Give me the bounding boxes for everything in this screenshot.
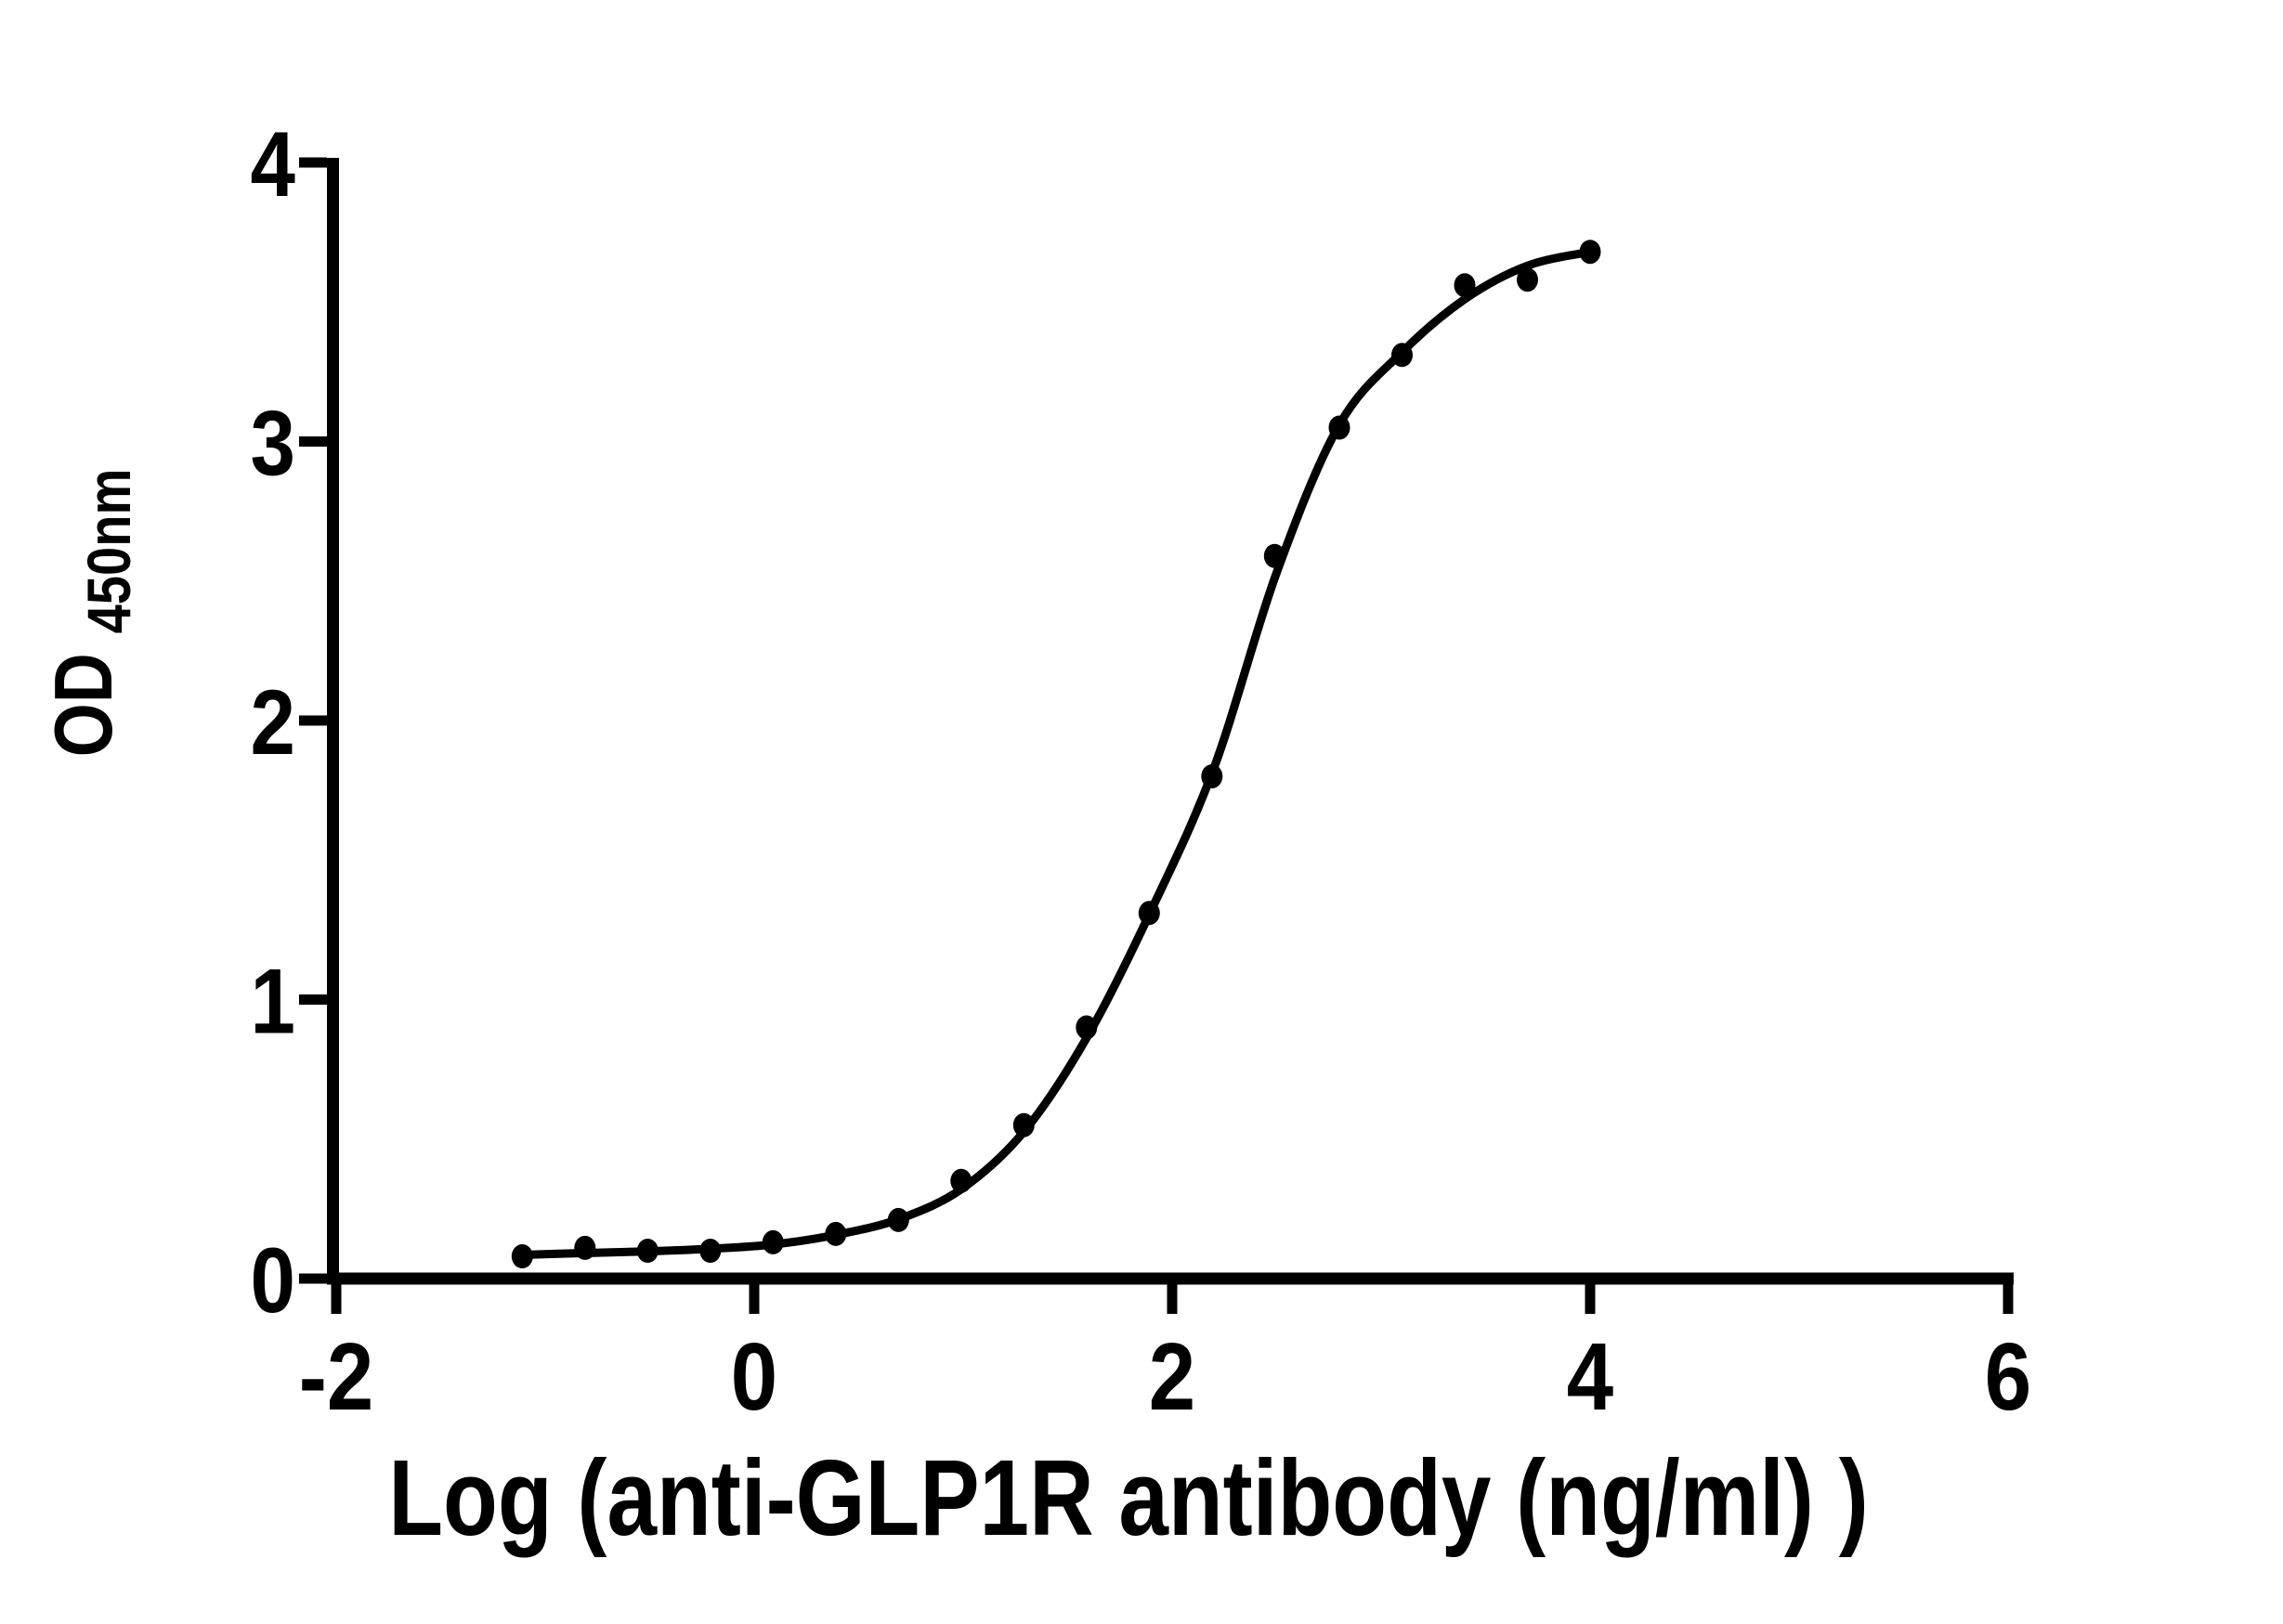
data-point (950, 1168, 972, 1193)
y-tick (299, 1273, 327, 1284)
y-axis-line (327, 158, 339, 1285)
data-point (1454, 273, 1476, 298)
y-tick (299, 715, 327, 726)
x-tick (2003, 1284, 2014, 1314)
x-tick-label: -2 (299, 1323, 374, 1431)
data-point (1517, 267, 1538, 292)
y-tick (299, 157, 327, 168)
data-point (1201, 764, 1223, 789)
data-points-layer (511, 240, 1601, 1268)
data-point (1391, 343, 1413, 368)
y-tick-label: 0 (251, 1229, 295, 1332)
x-tick-label: 6 (1985, 1323, 2031, 1431)
fit-curve-layer (517, 247, 1595, 1259)
y-tick-label: 1 (251, 950, 295, 1052)
y-axis-title-subscript: 450nm (75, 469, 143, 634)
y-axis-title: OD 450nm (38, 469, 143, 758)
data-point (636, 1239, 659, 1263)
x-axis-title: Log (anti-GLP1R antibody (ng/ml) ) (388, 1438, 1869, 1558)
x-tick (331, 1284, 342, 1314)
data-point (1328, 415, 1350, 440)
y-tick-label: 2 (251, 671, 295, 773)
y-tick-label: 3 (251, 392, 295, 494)
data-point (1012, 1112, 1035, 1137)
data-point (1076, 1015, 1098, 1040)
y-tick (299, 994, 327, 1005)
data-point (511, 1244, 533, 1268)
y-axis-title-main: OD (38, 653, 129, 757)
data-point (762, 1229, 784, 1254)
y-tick-label: 4 (251, 113, 296, 215)
y-tick (299, 436, 327, 447)
x-axis-line (327, 1272, 2014, 1285)
data-point (1263, 543, 1285, 568)
data-point (1138, 901, 1160, 926)
fit-curve (517, 247, 1595, 1259)
x-tick (1167, 1284, 1178, 1314)
data-point (1579, 240, 1601, 265)
data-point (825, 1221, 847, 1246)
data-point (887, 1207, 909, 1232)
data-point (699, 1239, 722, 1263)
x-tick-label: 4 (1567, 1323, 1613, 1431)
x-tick (749, 1284, 760, 1314)
x-tick-label: 0 (731, 1323, 777, 1431)
axis-ticks (299, 157, 2014, 1314)
axes (327, 158, 2014, 1285)
x-tick-label: 2 (1149, 1323, 1195, 1431)
x-tick (1585, 1284, 1596, 1314)
data-point (574, 1235, 596, 1260)
